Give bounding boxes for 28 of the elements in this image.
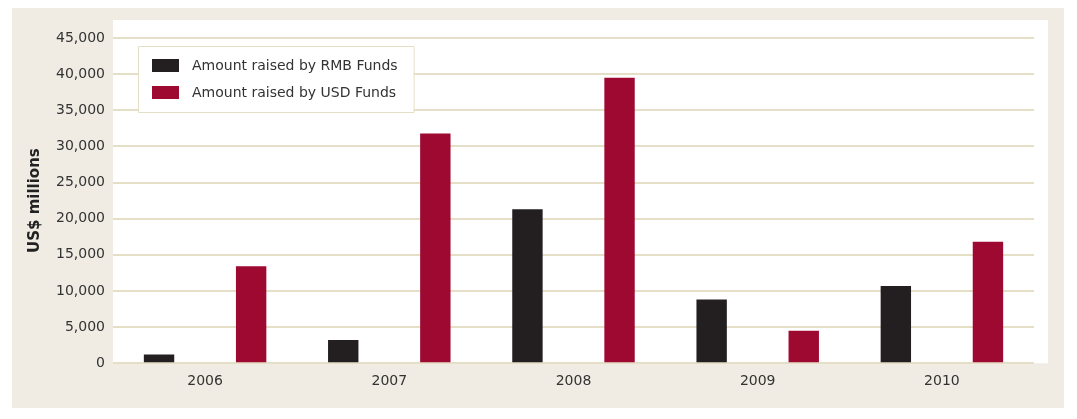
y-tick-label: 0 [96, 353, 105, 370]
y-tick-label: 20,000 [55, 209, 105, 226]
legend-label: Amount raised by RMB Funds [191, 56, 398, 73]
bar [143, 354, 175, 363]
bar [235, 266, 267, 363]
y-axis-title: US$ millions [24, 148, 43, 253]
x-tick-label: 2006 [187, 372, 223, 389]
y-tick-label: 10,000 [55, 281, 105, 298]
bar [604, 77, 635, 363]
y-tick-label: 15,000 [55, 245, 105, 262]
x-tick-label: 2008 [555, 372, 592, 389]
bar [972, 241, 1004, 363]
bar [512, 209, 543, 363]
y-tick-label: 45,000 [55, 28, 105, 45]
legend-label: Amount raised by USD Funds [191, 83, 397, 100]
y-tick-label: 25,000 [55, 173, 105, 190]
bar [788, 330, 819, 363]
y-tick-label: 5,000 [64, 317, 105, 334]
bar [696, 299, 727, 363]
y-tick-label: 35,000 [55, 100, 105, 117]
x-tick-label: 2009 [739, 372, 776, 389]
x-tick-label: 2010 [924, 372, 960, 389]
y-tick-label: 30,000 [55, 137, 105, 154]
y-tick-label: 40,000 [55, 64, 105, 81]
x-tick-label: 2007 [371, 372, 408, 389]
bar [880, 285, 912, 363]
bar [328, 340, 359, 363]
bar [420, 133, 451, 363]
